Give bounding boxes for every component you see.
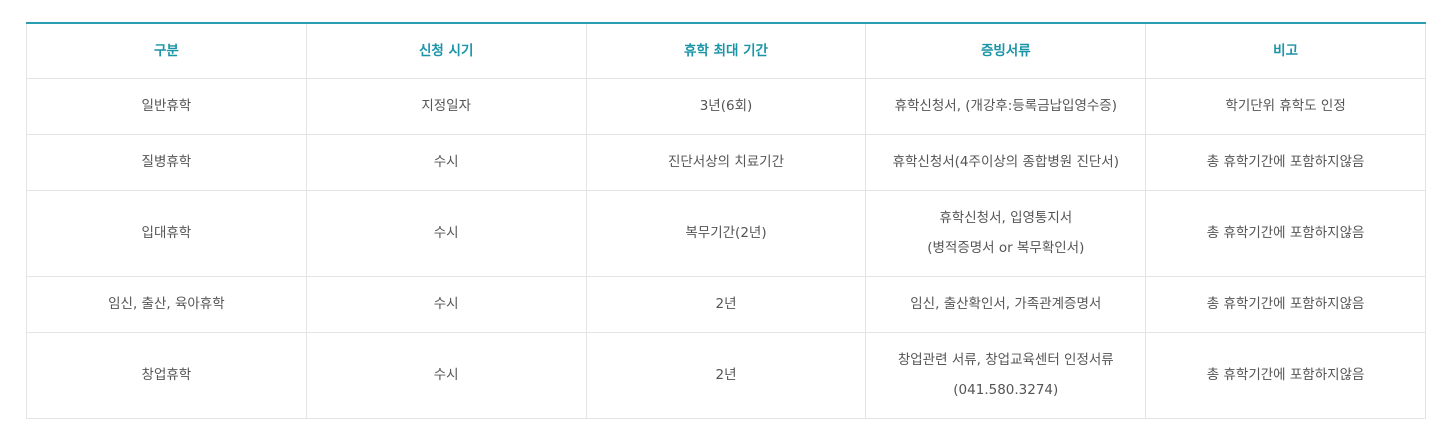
docs-line: 임신, 출산확인서, 가족관계증명서 bbox=[910, 296, 1102, 312]
table-row: 입대휴학 수시 복무기간(2년) 휴학신청서, 입영통지서 (병적증명서 or … bbox=[26, 189, 1426, 277]
table-header: 구분 신청 시기 휴학 최대 기간 증빙서류 비고 bbox=[26, 22, 1426, 79]
docs-line: 창업관련 서류, 창업교육센터 인정서류 bbox=[897, 352, 1114, 368]
cell-type: 일반휴학 bbox=[26, 77, 307, 135]
header-note: 비고 bbox=[1145, 22, 1426, 79]
docs-line: 휴학신청서, 입영통지서 bbox=[939, 210, 1073, 226]
table-body: 일반휴학 지정일자 3년(6회) 휴학신청서, (개강후:등록금납입영수증) 학… bbox=[26, 77, 1426, 419]
cell-docs: 휴학신청서, 입영통지서 (병적증명서 or 복무확인서) bbox=[865, 189, 1147, 277]
docs-line: (병적증명서 or 복무확인서) bbox=[927, 240, 1085, 256]
header-period: 휴학 최대 기간 bbox=[585, 22, 867, 79]
cell-timing: 수시 bbox=[305, 275, 587, 333]
cell-period: 진단서상의 치료기간 bbox=[585, 133, 867, 191]
table-row: 질병휴학 수시 진단서상의 치료기간 휴학신청서(4주이상의 종합병원 진단서)… bbox=[26, 133, 1426, 191]
table-row: 창업휴학 수시 2년 창업관련 서류, 창업교육센터 인정서류 (041.580… bbox=[26, 331, 1426, 419]
leave-of-absence-table-wrapper: 구분 신청 시기 휴학 최대 기간 증빙서류 비고 일반휴학 지정일자 3년(6… bbox=[26, 22, 1426, 419]
leave-of-absence-table: 구분 신청 시기 휴학 최대 기간 증빙서류 비고 일반휴학 지정일자 3년(6… bbox=[26, 22, 1426, 419]
table-row: 임신, 출산, 육아휴학 수시 2년 임신, 출산확인서, 가족관계증명서 총 … bbox=[26, 275, 1426, 333]
cell-docs: 임신, 출산확인서, 가족관계증명서 bbox=[865, 275, 1147, 333]
header-type: 구분 bbox=[26, 22, 307, 79]
cell-docs: 휴학신청서, (개강후:등록금납입영수증) bbox=[865, 77, 1147, 135]
header-docs: 증빙서류 bbox=[865, 22, 1147, 79]
cell-note: 총 휴학기간에 포함하지않음 bbox=[1145, 275, 1426, 333]
cell-note: 총 휴학기간에 포함하지않음 bbox=[1145, 189, 1426, 277]
cell-docs: 창업관련 서류, 창업교육센터 인정서류 (041.580.3274) bbox=[865, 331, 1147, 419]
table-row: 일반휴학 지정일자 3년(6회) 휴학신청서, (개강후:등록금납입영수증) 학… bbox=[26, 77, 1426, 135]
cell-type: 질병휴학 bbox=[26, 133, 307, 191]
docs-line: (041.580.3274) bbox=[953, 382, 1059, 398]
docs-line: 휴학신청서(4주이상의 종합병원 진단서) bbox=[892, 154, 1119, 170]
header-timing: 신청 시기 bbox=[305, 22, 587, 79]
docs-line: 휴학신청서, (개강후:등록금납입영수증) bbox=[894, 98, 1117, 114]
cell-timing: 수시 bbox=[305, 189, 587, 277]
cell-period: 3년(6회) bbox=[585, 77, 867, 135]
cell-type: 임신, 출산, 육아휴학 bbox=[26, 275, 307, 333]
cell-timing: 수시 bbox=[305, 133, 587, 191]
cell-timing: 지정일자 bbox=[305, 77, 587, 135]
cell-type: 입대휴학 bbox=[26, 189, 307, 277]
header-row: 구분 신청 시기 휴학 최대 기간 증빙서류 비고 bbox=[26, 22, 1426, 79]
cell-period: 복무기간(2년) bbox=[585, 189, 867, 277]
cell-note: 총 휴학기간에 포함하지않음 bbox=[1145, 133, 1426, 191]
cell-type: 창업휴학 bbox=[26, 331, 307, 419]
cell-period: 2년 bbox=[585, 331, 867, 419]
cell-note: 총 휴학기간에 포함하지않음 bbox=[1145, 331, 1426, 419]
cell-period: 2년 bbox=[585, 275, 867, 333]
cell-timing: 수시 bbox=[305, 331, 587, 419]
cell-docs: 휴학신청서(4주이상의 종합병원 진단서) bbox=[865, 133, 1147, 191]
cell-note: 학기단위 휴학도 인정 bbox=[1145, 77, 1426, 135]
